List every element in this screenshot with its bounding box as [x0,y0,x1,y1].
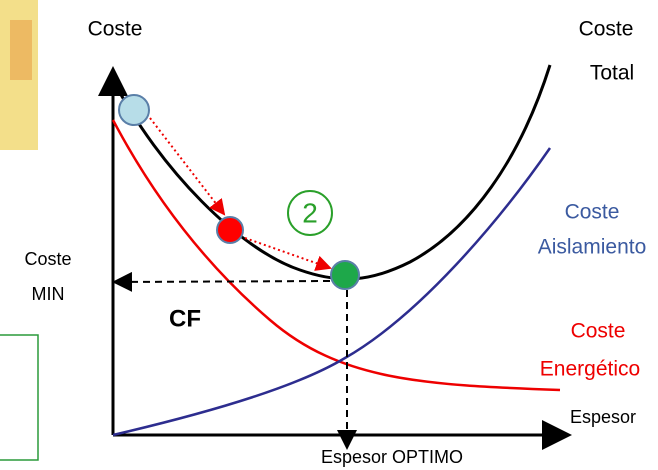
min-label: Coste [24,249,71,269]
total-label: Coste [579,18,634,41]
energy-curve [113,120,560,390]
min-label: MIN [32,284,65,304]
optimum-label: Espesor OPTIMO [321,447,463,467]
start-point [119,95,149,125]
diagram: 2 Coste Coste Total Coste Aislamiento Co… [0,0,658,470]
total-label: Total [590,62,634,85]
energy-label: Energético [540,358,640,381]
page: 2 Coste Coste Total Coste Aislamiento Co… [0,0,658,470]
optimum-point [331,261,359,289]
insulation-curve [113,148,550,435]
min-arrow [116,281,330,282]
cf-label: CF [169,305,201,332]
thumbnail-detail [10,20,32,80]
insulation-label: Aislamiento [538,236,647,259]
green-box [0,335,38,460]
mid-point [217,217,243,243]
energy-label: Coste [571,320,626,343]
x-axis-label: Espesor [570,407,636,427]
insulation-label: Coste [565,201,620,224]
y-axis-label: Coste [88,18,143,41]
step-label: 2 [302,197,318,228]
total-curve [113,65,550,279]
step-arrow [245,238,330,268]
